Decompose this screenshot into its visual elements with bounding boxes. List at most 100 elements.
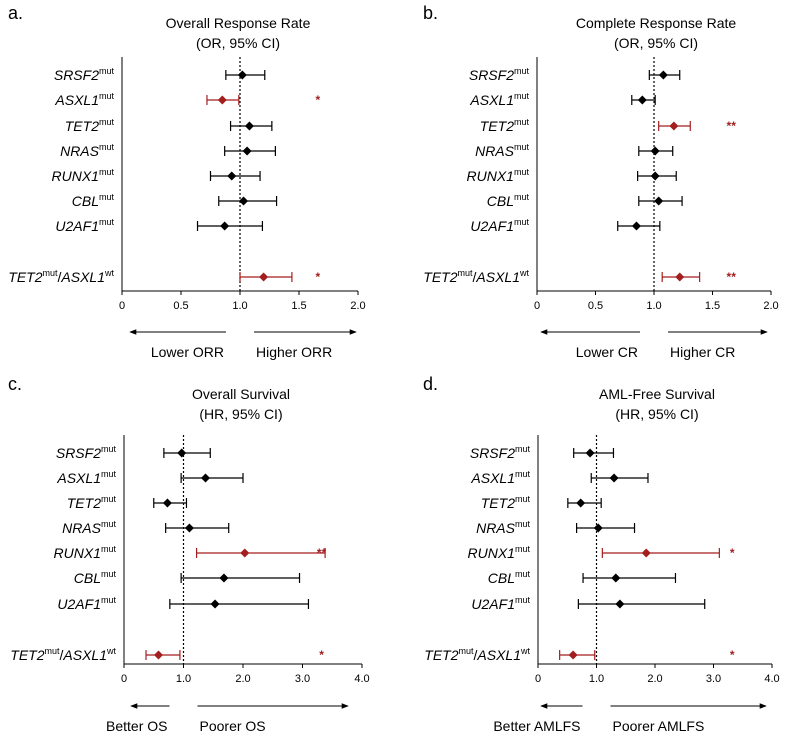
panel-label: b. xyxy=(423,3,438,23)
gene-status: mut xyxy=(101,444,117,454)
row-label: TET2mut/ASXL1wt xyxy=(424,646,530,663)
x-tick-label: 1.0 xyxy=(589,673,604,685)
gene-status: mut xyxy=(514,91,530,101)
x-tick-label: 0 xyxy=(534,300,540,312)
row-label: CBLmut xyxy=(74,569,117,586)
chart-title: Overall Survival xyxy=(192,386,290,402)
point-estimate xyxy=(154,650,164,660)
row-label: TET2mut xyxy=(67,494,117,511)
point-estimate xyxy=(669,121,679,131)
panel-label: c. xyxy=(8,374,22,394)
gene-status: mut xyxy=(99,117,115,127)
gene-name: ASXL1 xyxy=(54,92,99,108)
row-label: TET2mut xyxy=(481,494,531,511)
gene-status-2: wt xyxy=(106,646,116,656)
row-label: U2AF1mut xyxy=(55,217,114,234)
point-estimate xyxy=(244,121,254,131)
row-label: TET2mut xyxy=(65,117,115,134)
gene-name: RUNX1 xyxy=(467,168,514,184)
gene-status: mut xyxy=(515,569,531,579)
gene-name: RUNX1 xyxy=(54,545,101,561)
gene-status: mut xyxy=(101,544,117,554)
gene-status: mut xyxy=(515,595,531,605)
gene-name: RUNX1 xyxy=(468,545,515,561)
gene-name: SRSF2 xyxy=(56,445,101,461)
row-label: RUNX1mut xyxy=(52,167,115,184)
point-estimate xyxy=(242,146,252,156)
gene-status: mut xyxy=(99,217,115,227)
x-tick-label: 3.0 xyxy=(706,673,721,685)
gene-name: TET2 xyxy=(67,495,101,511)
gene-name: NRAS xyxy=(62,520,102,536)
gene-name: ASXL1 xyxy=(469,92,514,108)
panel-1: a. Overall Response Rate (OR, 95% CI) 0 0.5 1… xyxy=(8,3,366,360)
significance-marker: ** xyxy=(317,546,327,560)
gene-name: TET2 xyxy=(424,647,458,663)
gene-status: mut xyxy=(101,469,117,479)
x-tick-label: 0.5 xyxy=(173,300,188,312)
point-estimate xyxy=(220,221,230,231)
row-label: TET2mut/ASXL1wt xyxy=(423,268,529,285)
significance-marker: * xyxy=(316,93,321,107)
gene-status: mut xyxy=(514,217,530,227)
gene-name: U2AF1 xyxy=(471,596,515,612)
row-label: NRASmut xyxy=(476,519,530,536)
point-estimate xyxy=(210,599,220,609)
gene-status: mut xyxy=(514,66,530,76)
x-tick-label: 1.0 xyxy=(646,300,661,312)
left-direction-label: Better AMLFS xyxy=(493,718,580,732)
gene-status: mut xyxy=(99,167,115,177)
gene-name: CBL xyxy=(487,193,514,209)
gene-status: mut xyxy=(99,142,115,152)
gene-status: mut xyxy=(514,142,530,152)
x-tick-label: 1.0 xyxy=(232,300,247,312)
gene-status: mut xyxy=(515,544,531,554)
point-estimate xyxy=(585,448,595,458)
left-direction-label: Lower CR xyxy=(576,344,638,360)
gene-status: mut xyxy=(101,494,117,504)
chart-title: Complete Response Rate xyxy=(576,15,737,31)
point-estimate xyxy=(615,599,625,609)
x-tick-label: 2.0 xyxy=(235,673,250,685)
significance-marker: * xyxy=(319,648,324,662)
gene-name: SRSF2 xyxy=(54,67,99,83)
panel-label: d. xyxy=(423,374,438,394)
row-label: CBLmut xyxy=(72,192,115,209)
x-tick-label: 4.0 xyxy=(354,673,369,685)
significance-marker: ** xyxy=(727,270,737,284)
gene-separator: / xyxy=(473,269,477,285)
point-estimate xyxy=(631,221,641,231)
x-tick-label: 1.0 xyxy=(176,673,191,685)
x-tick-label: 0 xyxy=(119,300,125,312)
significance-marker: ** xyxy=(727,119,737,133)
point-estimate xyxy=(675,272,685,282)
row-label: SRSF2mut xyxy=(56,444,117,461)
right-direction-label: Higher CR xyxy=(670,344,735,360)
chart-subtitle: (HR, 95% CI) xyxy=(615,406,698,422)
row-label: U2AF1mut xyxy=(470,217,529,234)
x-tick-label: 2.0 xyxy=(763,300,778,312)
row-label: SRSF2mut xyxy=(470,444,531,461)
significance-marker: * xyxy=(316,270,321,284)
point-estimate xyxy=(239,196,249,206)
point-estimate xyxy=(593,523,603,533)
panel-4: d. AML-Free Survival (HR, 95% CI) 0 1.0 2.0 3.… xyxy=(423,374,780,732)
panel-2: b. Complete Response Rate (OR, 95% CI) 0 0.5… xyxy=(423,3,779,360)
gene-separator: / xyxy=(474,647,478,663)
gene-name: NRAS xyxy=(60,143,100,159)
gene-status: mut xyxy=(459,646,475,656)
gene-name-2: ASXL1 xyxy=(475,269,520,285)
gene-name-2: ASXL1 xyxy=(476,647,521,663)
gene-name: SRSF2 xyxy=(470,445,515,461)
row-label: ASXL1mut xyxy=(54,91,114,108)
gene-name: NRAS xyxy=(476,520,516,536)
x-tick-label: 2.0 xyxy=(350,300,365,312)
row-label: NRASmut xyxy=(475,142,529,159)
significance-marker: * xyxy=(730,546,735,560)
gene-status: mut xyxy=(99,192,115,202)
panel-label: a. xyxy=(8,3,23,23)
point-estimate xyxy=(162,498,172,508)
gene-status: mut xyxy=(515,469,531,479)
chart-subtitle: (OR, 95% CI) xyxy=(614,35,698,51)
gene-separator: / xyxy=(58,269,62,285)
